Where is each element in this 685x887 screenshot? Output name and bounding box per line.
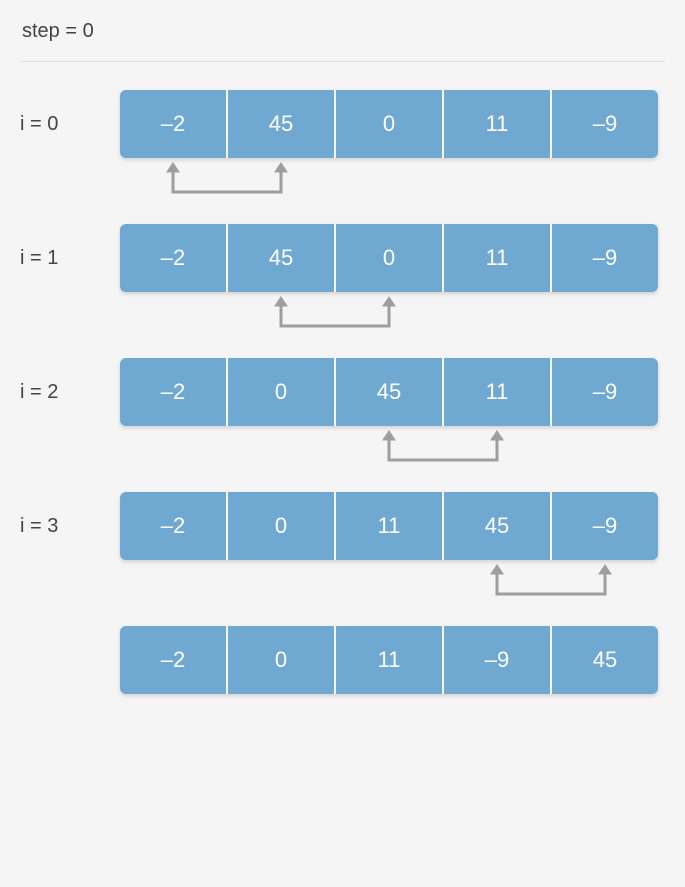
- row-index-label: i = 2: [20, 381, 120, 404]
- array-cell: 11: [444, 90, 550, 158]
- array-cell: 0: [228, 626, 334, 694]
- array-cell: –2: [120, 358, 226, 426]
- array: –2011–945: [120, 626, 658, 694]
- step-label: step = 0: [20, 20, 665, 43]
- array: –245011–9: [120, 224, 658, 292]
- array-cell: 11: [444, 224, 550, 292]
- array-row: i = 0–245011–9: [20, 90, 665, 208]
- array-cell: 11: [336, 626, 442, 694]
- array: –201145–9: [120, 492, 658, 560]
- array-cell: –2: [120, 90, 226, 158]
- array-cell: 11: [444, 358, 550, 426]
- array-cell: 45: [444, 492, 550, 560]
- array-cell: 0: [336, 224, 442, 292]
- array: –245011–9: [120, 90, 658, 158]
- array-cell: 45: [228, 90, 334, 158]
- array-cell: 0: [228, 492, 334, 560]
- array-cell: 0: [228, 358, 334, 426]
- array-cell: 0: [336, 90, 442, 158]
- array-row: i = 2–204511–9: [20, 358, 665, 476]
- array-cell: –2: [120, 492, 226, 560]
- array-cell: 45: [228, 224, 334, 292]
- array-cell: 45: [552, 626, 658, 694]
- compare-arrow: [120, 292, 660, 342]
- array-cell: –9: [552, 224, 658, 292]
- array-cell: –9: [552, 358, 658, 426]
- array-cell: 45: [336, 358, 442, 426]
- compare-arrow: [120, 426, 660, 476]
- array-row: i = 1–245011–9: [20, 224, 665, 342]
- array-cell: –2: [120, 224, 226, 292]
- array-cell: 11: [336, 492, 442, 560]
- compare-arrow: [120, 560, 660, 610]
- compare-arrow: [120, 158, 660, 208]
- divider: [20, 61, 665, 62]
- array-row: i = 3–201145–9: [20, 492, 665, 610]
- row-index-label: i = 3: [20, 515, 120, 538]
- array-cell: –9: [552, 492, 658, 560]
- array: –204511–9: [120, 358, 658, 426]
- array-cell: –2: [120, 626, 226, 694]
- rows-container: i = 0–245011–9i = 1–245011–9i = 2–204511…: [20, 90, 665, 702]
- array-cell: –9: [444, 626, 550, 694]
- row-index-label: i = 1: [20, 247, 120, 270]
- row-index-label: i = 0: [20, 113, 120, 136]
- array-row: –2011–945: [20, 626, 665, 702]
- array-cell: –9: [552, 90, 658, 158]
